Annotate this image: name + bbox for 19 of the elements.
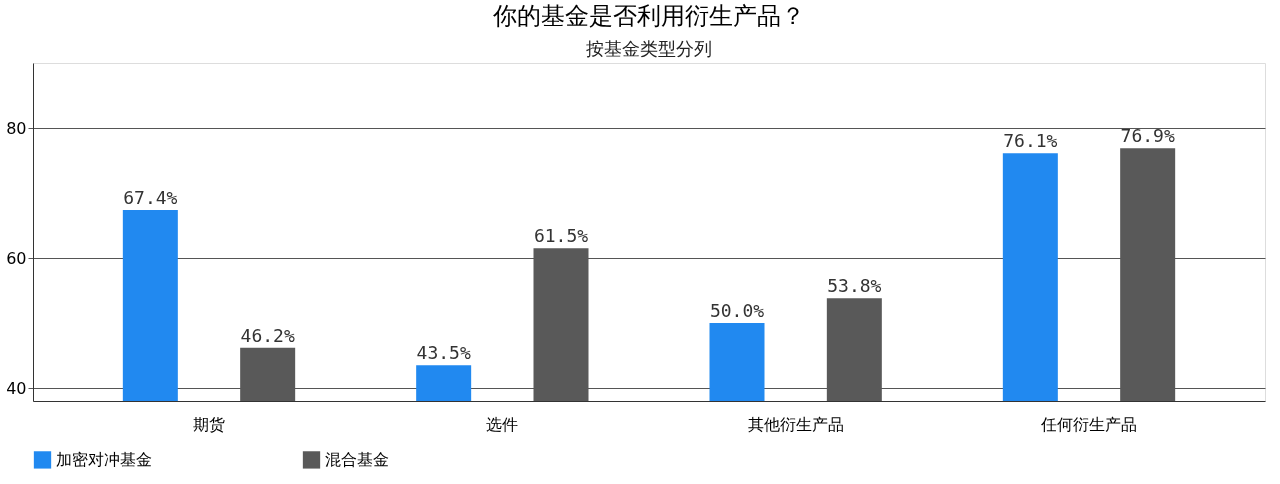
y-tick-label: 60 <box>6 248 27 268</box>
legend-label: 加密对冲基金 <box>56 449 152 469</box>
chart-title: 你的基金是否利用衍生产品？ <box>492 2 805 30</box>
data-label: 43.5% <box>416 342 471 364</box>
chart-subtitle: 按基金类型分列 <box>586 38 712 59</box>
data-label: 61.5% <box>533 225 589 247</box>
legend-label: 混合基金 <box>325 449 389 469</box>
data-label: 67.4% <box>123 186 178 208</box>
data-label: 53.8% <box>827 275 882 297</box>
x-tick-label: 选件 <box>486 414 519 434</box>
y-tick-label: 40 <box>6 378 27 398</box>
x-tick-label: 其他衍生产品 <box>747 414 844 434</box>
data-label: 50.0% <box>709 300 765 321</box>
data-label: 46.2% <box>240 324 295 346</box>
data-label: 76.1% <box>1003 130 1058 152</box>
x-tick-label: 任何衍生产品 <box>1040 414 1137 434</box>
data-label: 76.9% <box>1120 125 1175 147</box>
x-tick-label: 期货 <box>193 414 225 434</box>
y-tick-label: 80 <box>6 118 27 138</box>
